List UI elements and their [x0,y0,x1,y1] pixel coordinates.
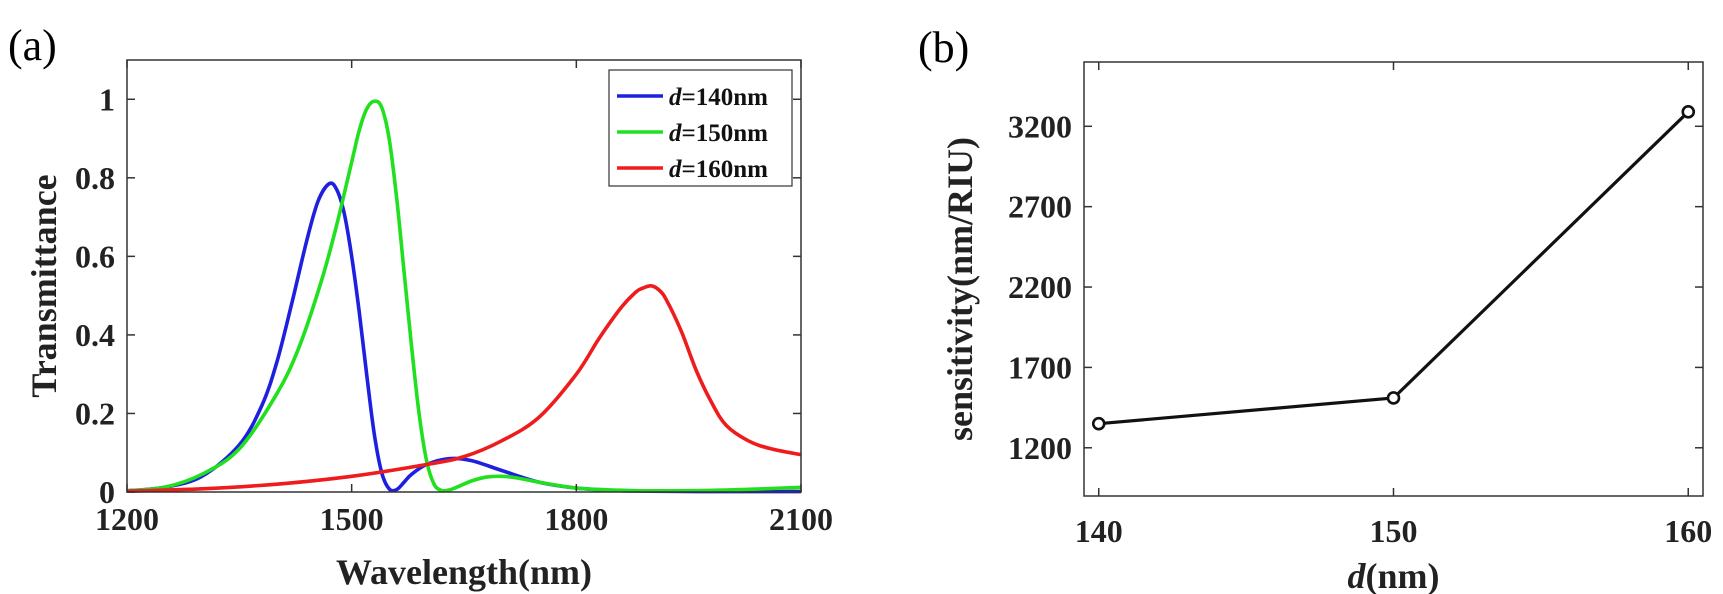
chart-a-frame [126,59,802,493]
sensitivity-point [1386,391,1401,405]
y-tick-label: 1200 [1008,430,1072,466]
x-tick-label: 1800 [544,501,608,537]
x-tick-label: 2100 [769,501,833,537]
y-tick-label: 1 [99,81,115,117]
legend-entry: d=140nm [669,84,768,111]
y-tick-label: 2700 [1008,189,1072,225]
panel-b-label: (b) [918,23,969,72]
chart-b-x-axis-label-var: d [1348,556,1367,594]
y-tick-label: 0.4 [75,317,115,353]
sensitivity-series-group [1091,105,1696,431]
chart-a-x-axis-label: Wavelength(nm) [336,552,592,592]
legend-entry-value: =140nm [682,84,769,111]
x-tick-label: 160 [1664,513,1712,549]
series-line-d-150 [126,99,802,493]
sensitivity-chart: 140 150 160 1200 1700 2200 2700 3200 d(nm) sens… [940,61,1712,594]
chart-a-ticks: 1200 1500 1800 2100 0 0.2 0.4 0.6 0.8 1 [75,60,833,537]
sensitivity-line [1098,110,1690,426]
legend-entry-var: d [669,120,682,147]
y-tick-label: 1700 [1008,349,1072,385]
series-line-d-140 [126,181,802,494]
sensitivity-point [1091,416,1106,431]
legend-entry: d=150nm [669,120,768,147]
legend-entry-var: d [669,84,682,111]
y-tick-label: 2200 [1008,269,1072,305]
chart-a-y-axis-label: Transmittance [24,174,64,397]
series-line-d-160 [126,283,802,494]
x-tick-label: 1500 [320,501,384,537]
legend-entry-var: d [669,156,682,183]
legend-entry-value: =160nm [682,156,769,183]
transmittance-series-group [126,99,802,494]
legend-entry: d=160nm [669,156,768,183]
x-tick-label: 150 [1370,513,1418,549]
y-tick-label: 3200 [1008,108,1072,144]
x-tick-label: 140 [1075,513,1123,549]
panel-a-label: (a) [8,21,57,70]
y-tick-label: 0.2 [75,395,115,431]
chart-b-frame [1083,61,1704,497]
chart-b-x-axis-label: d(nm) [1348,556,1440,594]
chart-b-y-axis-label: sensitivity(nm/RIU) [940,137,980,441]
chart-b-x-axis-label-rest: (nm) [1366,556,1440,594]
y-tick-label: 0.8 [75,160,115,196]
x-tick-label: 1200 [95,501,159,537]
legend-entry-value: =150nm [682,120,769,147]
sensitivity-point [1681,105,1696,119]
chart-b-ticks: 140 150 160 1200 1700 2200 2700 3200 [1008,62,1712,549]
y-tick-label: 0 [99,474,115,510]
y-tick-label: 0.6 [75,238,115,274]
